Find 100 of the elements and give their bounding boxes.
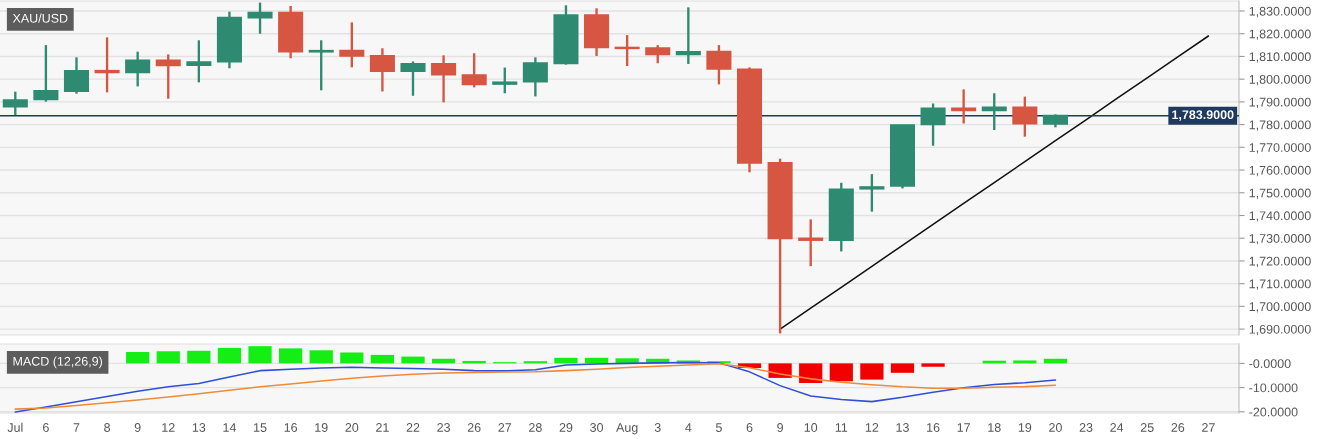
candlestick: [247, 1, 273, 35]
x-tick-label: 24: [1110, 423, 1124, 432]
x-tick-label: 13: [192, 423, 206, 432]
y-tick-label: 1,710.0000: [1249, 279, 1311, 290]
candlestick: [308, 39, 334, 92]
candlestick: [461, 52, 487, 89]
x-tick-label: 19: [1018, 423, 1032, 432]
candlestick: [2, 90, 28, 117]
x-tick-label: 22: [406, 423, 420, 432]
candlestick: [63, 56, 90, 95]
text: MACD (12,26,9): [13, 356, 103, 369]
candlestick: [492, 66, 518, 95]
candlestick: [981, 92, 1007, 132]
candlestick: [155, 53, 181, 100]
bar: [554, 357, 578, 364]
x-tick-label: 27: [498, 423, 512, 432]
y-tick-label: 1,730.0000: [1249, 234, 1311, 245]
bar: [829, 363, 853, 382]
x-tick-label: 10: [804, 423, 818, 432]
x-tick-label: 26: [1171, 423, 1185, 432]
y-tick-label: 1,810.0000: [1249, 52, 1311, 63]
x-tick-label: 4: [685, 423, 692, 432]
bar: [126, 351, 150, 364]
x-tick-label: 20: [1049, 423, 1062, 432]
x-tick-label: 13: [896, 423, 909, 432]
x-tick-label: 20: [345, 423, 359, 432]
bar: [401, 356, 425, 364]
candlestick: [920, 102, 946, 147]
y-tick-label: 1,690.0000: [1249, 324, 1311, 336]
candlestick: [339, 21, 365, 69]
x-tick-label: 28: [529, 423, 542, 432]
bar: [370, 354, 395, 364]
x-tick-label: Jul: [7, 422, 23, 432]
x-tick-label: 9: [134, 423, 141, 432]
y-tick-label: 1,800.0000: [1249, 74, 1311, 86]
y-tick-label: 1,770.0000: [1249, 143, 1311, 154]
y-tick-label: 1,720.0000: [1249, 256, 1311, 268]
y-tick-label: 1,740.0000: [1249, 211, 1311, 222]
bar: [217, 347, 242, 364]
x-tick-label: 12: [162, 423, 175, 432]
x-tick-label: 8: [104, 423, 111, 432]
y-tick-label: -20.0000: [1249, 407, 1298, 417]
bar: [523, 361, 547, 364]
x-tick-label: 11: [835, 423, 848, 432]
bar: [340, 352, 364, 364]
y-tick-label: 1,830.0000: [1249, 6, 1311, 18]
bar: [187, 350, 211, 364]
x-tick-label: 7: [73, 423, 80, 432]
x-tick-label: 5: [715, 423, 722, 432]
x-tick-label: 9: [777, 423, 783, 432]
x-tick-label: 29: [559, 423, 573, 432]
y-tick-label: -0.0000: [1249, 359, 1291, 369]
x-tick-label: Aug: [616, 423, 638, 435]
x-tick-label: 18: [988, 423, 1001, 432]
y-tick-label: 1,780.0000: [1249, 120, 1311, 131]
bar: [890, 363, 915, 373]
y-tick-label: 1,790.0000: [1249, 97, 1311, 109]
x-tick-label: 6: [746, 423, 753, 432]
x-tick-label: 26: [467, 423, 481, 432]
bar: [156, 351, 180, 364]
x-tick-label: 16: [927, 423, 940, 432]
x-tick-label: 14: [223, 423, 237, 432]
candlestick: [431, 54, 457, 104]
x-tick-label: 30: [590, 423, 604, 432]
x-tick-label: 17: [957, 423, 970, 432]
text: XAU/USD: [12, 13, 68, 23]
x-tick-label: 27: [1202, 423, 1215, 432]
bar: [615, 358, 639, 364]
y-tick-label: 1,760.0000: [1249, 165, 1311, 177]
bar: [279, 348, 303, 364]
candlestick: [186, 39, 212, 84]
bar: [860, 363, 884, 380]
bar: [248, 346, 272, 364]
x-tick-label: 12: [865, 423, 879, 432]
candlestick: [859, 172, 885, 213]
x-tick-label: 15: [254, 423, 267, 432]
y-tick-label: -10.0000: [1249, 383, 1298, 393]
candlestick: [369, 47, 395, 93]
y-tick-label: 1,820.0000: [1249, 29, 1311, 40]
candlestick: [33, 43, 59, 103]
candlestick: [706, 43, 732, 86]
x-tick-label: 6: [43, 423, 49, 432]
x-tick-label: 21: [376, 423, 389, 432]
x-tick-label: 16: [284, 423, 298, 432]
ref-line-label: 1,783.9000: [1172, 110, 1234, 121]
bar: [309, 350, 333, 364]
bar: [799, 363, 823, 383]
y-tick-label: 1,750.0000: [1249, 188, 1311, 199]
x-tick-label: 23: [437, 423, 450, 432]
candlestick: [645, 43, 671, 65]
x-tick-label: 19: [315, 423, 328, 432]
candlestick: [125, 50, 151, 88]
bar: [921, 363, 945, 367]
candlestick: [1012, 95, 1038, 138]
candlestick: [94, 36, 120, 94]
candlestick: [675, 6, 701, 66]
candlestick: [798, 218, 824, 268]
bar: [1013, 360, 1037, 364]
x-tick-label: 25: [1140, 423, 1154, 432]
x-tick-label: 3: [654, 423, 661, 432]
